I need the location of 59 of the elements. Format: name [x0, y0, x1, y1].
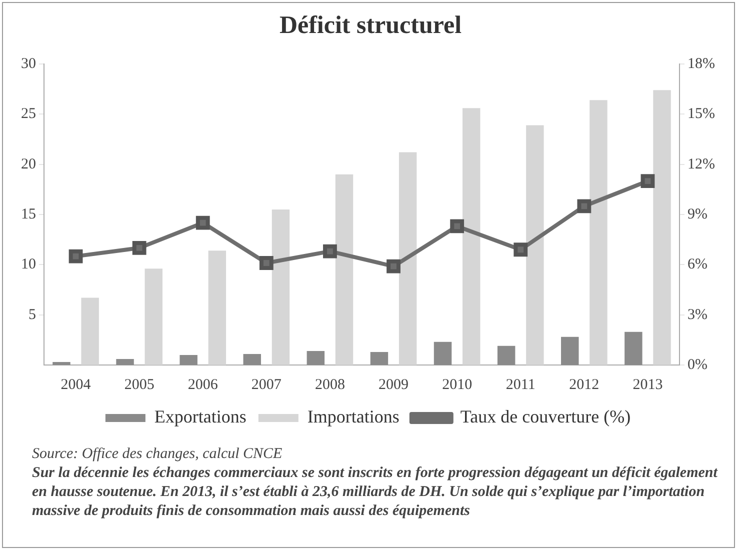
bar [144, 268, 162, 365]
x-tick-label: 2012 [569, 376, 600, 393]
y-tick-label: 10 [21, 256, 36, 273]
point [386, 259, 400, 274]
bar [208, 250, 226, 365]
bar [497, 346, 516, 365]
bar [52, 362, 70, 365]
y-tick-label: 15 [21, 206, 36, 222]
bar [624, 332, 642, 365]
x-tick-label: 2009 [378, 376, 409, 393]
y-tick-label: 20 [21, 156, 36, 172]
bar [434, 342, 452, 365]
bar [526, 125, 544, 365]
chart-title: Déficit structurel [278, 12, 463, 40]
point [640, 174, 655, 188]
bar [81, 298, 99, 365]
x-tick-label: 2013 [632, 376, 663, 393]
x-tick-label: 2010 [442, 376, 472, 393]
x-tick-label: 2011 [506, 376, 536, 393]
point [196, 216, 210, 230]
bar [653, 90, 671, 365]
y2-tick-label: 12% [688, 156, 716, 172]
x-tick-label: 2007 [251, 376, 282, 393]
bar [398, 152, 417, 365]
point [132, 240, 146, 255]
point [259, 256, 274, 270]
bar [462, 108, 480, 365]
point [323, 244, 337, 258]
bar [180, 354, 198, 365]
y2-tick-label: 6% [688, 256, 708, 273]
legend-label: Exportations [154, 406, 246, 427]
y2-tick-label: 15% [688, 106, 716, 122]
point [450, 219, 464, 234]
bar [590, 100, 608, 365]
point [68, 249, 83, 264]
point [514, 242, 528, 257]
bar [370, 352, 388, 365]
y2-tick-label: 0% [688, 356, 708, 373]
bar [561, 336, 579, 365]
bar [116, 358, 134, 365]
y2-tick-label: 9% [688, 206, 708, 222]
x-tick-label: 2008 [314, 376, 345, 393]
source-note: Source: Office des changes, calcul CNCE [32, 445, 284, 464]
y2-tick-label: 3% [688, 306, 708, 323]
bar [306, 350, 325, 365]
bar [335, 174, 354, 365]
legend-label: Taux de couverture (%) [460, 406, 631, 427]
x-tick-label: 2004 [60, 376, 92, 393]
x-tick-label: 2005 [124, 376, 154, 393]
x-tick-label: 2006 [188, 376, 218, 393]
text: Sur la décennie les échanges commerciaux se sont inscrits en forte progression dégageant un déficit également en hausse soutenue. En 2013, il s’est établi à 23,6 milliards de DH. Un solde qui s’explique par l’importation massive de produits finis de consommation mais aussi des équipements [32, 464, 719, 521]
y-tick-label: 5 [28, 306, 36, 323]
y-tick-label: 25 [21, 106, 36, 122]
bar [243, 354, 261, 365]
legend-label: Importations [307, 406, 400, 427]
y2-tick-label: 18% [688, 56, 716, 72]
point [577, 199, 592, 214]
y-tick-label: 30 [21, 56, 36, 72]
bar [272, 209, 290, 365]
